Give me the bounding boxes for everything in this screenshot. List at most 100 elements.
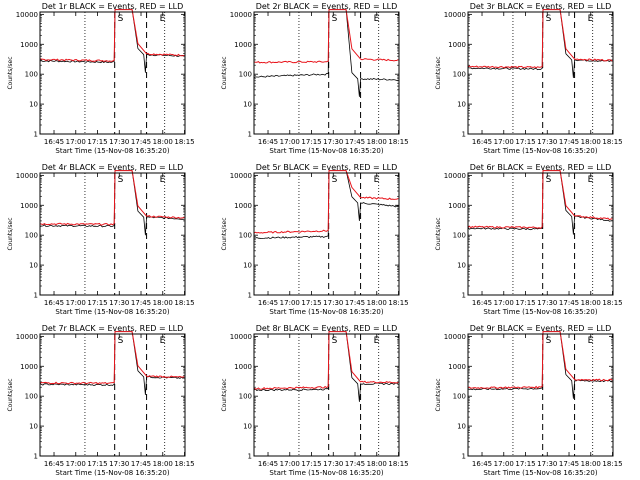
panel-6: Det 6r BLACK = Events, RED = LLD Counts/s… [435,163,623,316]
plot-frame [467,333,614,457]
x-axis-label: Start Time (15-Nov-08 16:35:20) [483,469,597,477]
y-axis-label: Counts/sec [435,378,442,411]
y-tick-label: 1000 [20,363,38,371]
x-tick-label: 18:15 [602,138,622,146]
y-axis-label: Counts/sec [221,378,228,411]
y-tick-label: 100 [239,393,252,401]
y-tick-label: 1000 [448,363,466,371]
slew-start-marker: S [332,14,338,24]
x-tick-label: 17:45 [131,460,151,468]
y-tick-label: 10000 [230,172,252,180]
y-tick-label: 10000 [444,11,466,19]
y-tick-label: 1 [462,453,466,461]
x-tick-label: 17:30 [537,299,557,307]
lld-series [39,9,185,62]
slew-start-marker: S [118,14,124,24]
x-tick-label: 17:00 [66,460,86,468]
x-tick-label: 17:15 [515,299,535,307]
y-tick-label: 100 [453,393,466,401]
slew-end-marker: E [374,336,380,346]
x-tick-label: 17:45 [131,138,151,146]
x-axis-label: Start Time (15-Nov-08 16:35:20) [483,147,597,155]
slew-start-marker: S [332,336,338,346]
y-tick-label: 10000 [444,172,466,180]
x-tick-label: 18:15 [388,460,408,468]
x-tick-label: 18:15 [388,138,408,146]
y-tick-label: 10 [243,101,252,109]
y-tick-label: 1 [34,292,38,300]
lld-series [253,9,399,64]
plot-frame [253,333,400,457]
plot-frame [467,172,614,296]
panel-9: Det 9r BLACK = Events, RED = LLD Counts/s… [435,324,623,477]
y-tick-label: 100 [239,232,252,240]
y-tick-label: 10000 [444,333,466,341]
x-tick-label: 17:00 [494,299,514,307]
y-tick-label: 10000 [16,333,38,341]
panel-title: Det 6r BLACK = Events, RED = LLD [470,163,612,172]
slew-end-marker: E [588,175,594,185]
x-tick-label: 17:15 [301,460,321,468]
lld-series [39,170,185,226]
x-axis-label: Start Time (15-Nov-08 16:35:20) [483,308,597,316]
panel-1: Det 1r BLACK = Events, RED = LLD Counts/s… [7,2,195,155]
slew-start-marker: S [332,175,338,185]
slew-start-marker: S [546,175,552,185]
x-tick-label: 18:00 [581,460,601,468]
panel-4: Det 4r BLACK = Events, RED = LLD Counts/s… [7,163,195,316]
lld-series [253,331,399,390]
y-tick-label: 1 [462,131,466,139]
x-tick-label: 18:00 [367,299,387,307]
panel-3: Det 3r BLACK = Events, RED = LLD Counts/s… [435,2,623,155]
y-tick-label: 1000 [234,202,252,210]
panel-title: Det 9r BLACK = Events, RED = LLD [470,324,612,333]
x-tick-label: 17:15 [301,299,321,307]
x-tick-label: 16:45 [44,138,64,146]
y-tick-label: 1 [462,292,466,300]
x-tick-label: 17:30 [537,138,557,146]
panel-2: Det 2r BLACK = Events, RED = LLD Counts/s… [221,2,409,155]
y-tick-label: 100 [239,71,252,79]
panel-title: Det 1r BLACK = Events, RED = LLD [42,2,184,11]
plot-frame [253,11,400,135]
x-tick-label: 18:00 [581,299,601,307]
plot-frame [39,333,186,457]
x-tick-label: 17:45 [131,299,151,307]
slew-end-marker: E [160,14,166,24]
x-tick-label: 17:30 [323,460,343,468]
x-tick-label: 17:45 [345,138,365,146]
x-tick-label: 16:45 [258,460,278,468]
events-series [39,331,185,395]
y-axis-label: Counts/sec [7,217,14,250]
plot-frame [467,11,614,135]
x-axis-label: Start Time (15-Nov-08 16:35:20) [55,308,169,316]
x-axis-label: Start Time (15-Nov-08 16:35:20) [269,469,383,477]
y-tick-label: 1 [248,292,252,300]
slew-start-marker: S [546,14,552,24]
x-tick-label: 18:00 [367,138,387,146]
x-tick-label: 17:00 [66,138,86,146]
y-tick-label: 1000 [448,202,466,210]
plot-frame [39,11,186,135]
x-tick-label: 18:15 [388,299,408,307]
y-tick-label: 10 [243,262,252,270]
lld-series [39,331,185,385]
panel-5: Det 5r BLACK = Events, RED = LLD Counts/s… [221,163,409,316]
y-tick-label: 100 [25,232,38,240]
events-series [254,170,399,239]
slew-start-marker: S [118,175,124,185]
panel-7: Det 7r BLACK = Events, RED = LLD Counts/s… [7,324,195,477]
lld-series [467,9,613,69]
x-tick-label: 16:45 [258,299,278,307]
x-tick-label: 16:45 [44,460,64,468]
y-tick-label: 1000 [20,202,38,210]
x-tick-label: 17:45 [559,299,579,307]
panel-title: Det 3r BLACK = Events, RED = LLD [470,2,612,11]
panel-title: Det 7r BLACK = Events, RED = LLD [42,324,184,333]
slew-end-marker: E [160,336,166,346]
x-tick-label: 17:30 [323,299,343,307]
y-tick-label: 10 [29,423,38,431]
y-tick-label: 1 [34,131,38,139]
y-tick-label: 1000 [20,41,38,49]
x-tick-label: 17:45 [345,299,365,307]
